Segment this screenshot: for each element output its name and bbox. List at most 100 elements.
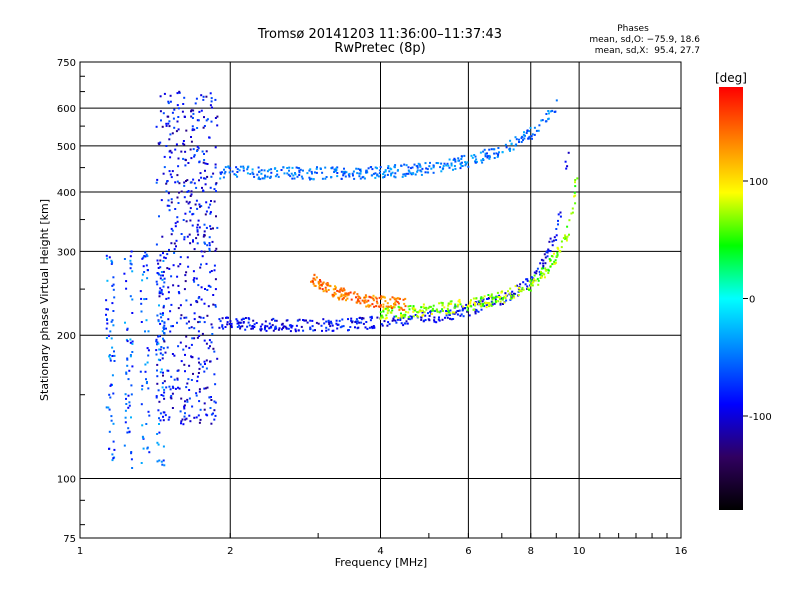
data-point [443, 162, 446, 165]
data-points [105, 90, 579, 469]
data-point [214, 278, 217, 281]
data-point [223, 168, 225, 171]
data-point [356, 293, 359, 296]
data-point [474, 160, 476, 163]
data-point [205, 150, 208, 153]
data-point [158, 417, 160, 420]
data-point [384, 307, 387, 310]
data-point [319, 279, 321, 281]
data-point [270, 325, 272, 328]
data-point [544, 269, 547, 272]
data-point [364, 296, 367, 299]
data-point [184, 370, 186, 373]
data-point [539, 276, 542, 279]
data-point [400, 312, 402, 315]
data-point [359, 170, 362, 173]
data-point [189, 303, 192, 306]
data-point [211, 326, 214, 329]
data-point [564, 236, 567, 238]
data-point [446, 316, 449, 319]
data-point [146, 447, 149, 450]
data-point [537, 129, 540, 132]
data-point [321, 177, 324, 180]
data-point [244, 317, 247, 319]
data-point [311, 280, 314, 283]
data-point [419, 165, 422, 168]
data-point [409, 305, 412, 307]
data-point [167, 122, 170, 125]
data-point [374, 172, 377, 175]
data-point [172, 284, 175, 287]
data-point [430, 313, 433, 315]
data-point [210, 97, 213, 100]
data-point [162, 112, 165, 115]
data-point [229, 167, 232, 170]
data-point [379, 166, 382, 169]
data-point [484, 301, 487, 304]
data-point [484, 152, 487, 155]
data-point [444, 316, 446, 319]
data-point [128, 401, 131, 404]
data-point [203, 153, 205, 155]
data-point [172, 264, 175, 267]
data-point [209, 285, 212, 288]
data-point [204, 363, 206, 365]
data-point [315, 321, 318, 324]
data-point [147, 387, 150, 390]
data-point [276, 170, 279, 172]
data-point [435, 321, 438, 324]
data-point [196, 207, 199, 210]
data-point [209, 407, 212, 409]
data-point [301, 177, 304, 180]
data-point [162, 252, 164, 255]
data-point [189, 181, 192, 184]
data-point [545, 113, 548, 115]
data-point [380, 314, 383, 317]
data-point [499, 300, 502, 303]
data-point [173, 252, 176, 254]
data-point [362, 317, 365, 320]
data-point [324, 288, 327, 291]
data-point [169, 173, 172, 176]
data-point [474, 155, 477, 158]
data-point [185, 322, 188, 325]
data-point [482, 303, 485, 306]
data-point [162, 374, 164, 377]
data-point [500, 291, 503, 294]
data-point [200, 94, 203, 97]
data-point [448, 314, 451, 316]
data-point [183, 363, 186, 366]
y-tick-label: 500 [57, 142, 76, 153]
data-point [211, 240, 214, 243]
data-point [379, 306, 382, 308]
data-point [497, 147, 500, 149]
data-point [317, 280, 320, 283]
data-point [126, 364, 129, 367]
data-point [350, 317, 353, 320]
data-point [382, 310, 385, 313]
data-point [123, 272, 126, 275]
data-point [124, 421, 127, 424]
data-point [560, 240, 563, 243]
data-point [494, 298, 497, 301]
data-point [570, 212, 573, 215]
data-point [203, 125, 206, 127]
data-point [196, 380, 199, 383]
data-point [297, 167, 300, 169]
data-point [378, 169, 381, 172]
data-point [465, 162, 468, 165]
data-point [551, 263, 554, 266]
data-point [160, 199, 163, 202]
data-point [266, 175, 269, 178]
data-point [128, 430, 131, 433]
data-point [573, 191, 576, 194]
data-point [459, 162, 462, 165]
data-point [186, 179, 189, 182]
data-point [338, 297, 341, 300]
data-point [159, 110, 162, 113]
data-point [109, 330, 112, 333]
data-point [441, 303, 444, 306]
data-point [185, 271, 188, 274]
data-point [112, 392, 115, 395]
data-point [108, 430, 111, 433]
